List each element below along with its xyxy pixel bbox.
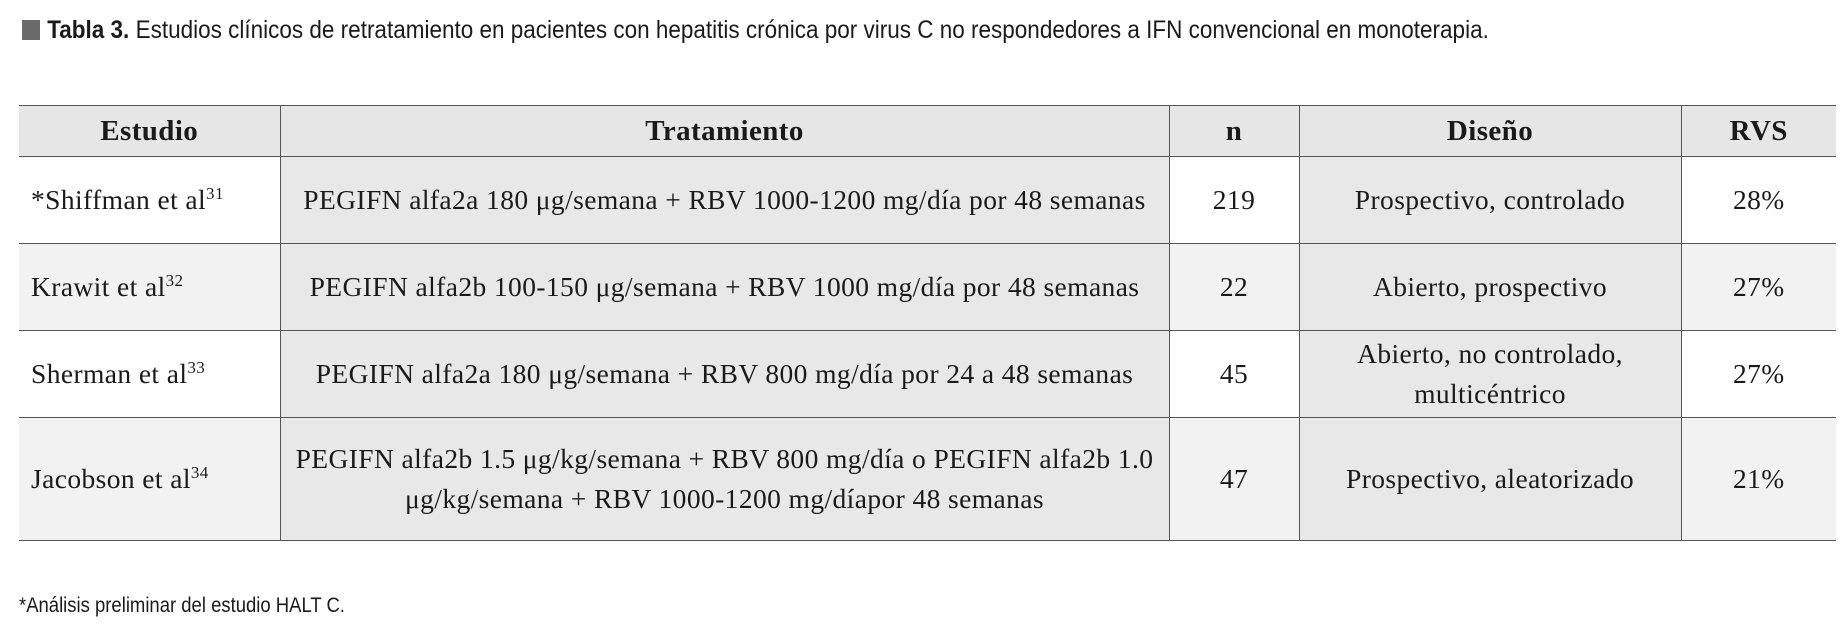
header-estudio: Estudio — [19, 105, 280, 157]
study-name: Krawit et al — [31, 271, 166, 302]
treatment-cell: PEGIFN alfa2a 180 μg/semana + RBV 1000-1… — [279, 156, 1169, 244]
table-footnote: *Análisis preliminar del estudio HALT C. — [19, 594, 345, 617]
study-cell: Sherman et al33 — [19, 330, 280, 418]
caption-label: Tabla 3. — [47, 16, 130, 44]
caption-text: Estudios clínicos de retratamiento en pa… — [135, 16, 1489, 44]
study-name: Sherman et al — [31, 358, 188, 389]
design-cell: Abierto, prospectivo — [1298, 243, 1681, 331]
reference-number: 33 — [187, 358, 206, 377]
header-diseno: Diseño — [1298, 105, 1681, 157]
reference-number: 34 — [190, 463, 209, 482]
header-tratamiento: Tratamiento — [279, 105, 1169, 157]
table-row: Jacobson et al34 PEGIFN alfa2b 1.5 μg/kg… — [19, 417, 1836, 541]
header-row: Estudio Tratamiento n Diseño RVS — [19, 105, 1836, 157]
table-row: Krawit et al32 PEGIFN alfa2b 100-150 μg/… — [19, 243, 1836, 331]
design-cell: Abierto, no controlado, multicéntrico — [1298, 330, 1681, 418]
header-rvs: RVS — [1680, 105, 1836, 157]
table-row: Sherman et al33 PEGIFN alfa2a 180 μg/sem… — [19, 330, 1836, 418]
study-name: *Shiffman et al — [31, 184, 207, 215]
study-cell: Krawit et al32 — [19, 243, 280, 331]
rvs-cell: 28% — [1680, 156, 1836, 244]
study-name: Jacobson et al — [31, 463, 191, 494]
rvs-cell: 27% — [1680, 330, 1836, 418]
clinical-studies-table: Estudio Tratamiento n Diseño RVS *Shiffm… — [19, 105, 1836, 541]
design-cell: Prospectivo, controlado — [1298, 156, 1681, 244]
n-cell: 47 — [1168, 417, 1299, 541]
rvs-cell: 21% — [1680, 417, 1836, 541]
reference-number: 32 — [165, 271, 184, 290]
study-cell: *Shiffman et al31 — [19, 156, 280, 244]
study-cell: Jacobson et al34 — [19, 417, 280, 541]
n-cell: 219 — [1168, 156, 1299, 244]
n-cell: 22 — [1168, 243, 1299, 331]
treatment-cell: PEGIFN alfa2b 100-150 μg/semana + RBV 10… — [279, 243, 1169, 331]
n-cell: 45 — [1168, 330, 1299, 418]
header-n: n — [1168, 105, 1299, 157]
table-row: *Shiffman et al31 PEGIFN alfa2a 180 μg/s… — [19, 156, 1836, 244]
treatment-cell: PEGIFN alfa2b 1.5 μg/kg/semana + RBV 800… — [279, 417, 1169, 541]
design-cell: Prospectivo, aleatorizado — [1298, 417, 1681, 541]
treatment-cell: PEGIFN alfa2a 180 μg/semana + RBV 800 mg… — [279, 330, 1169, 418]
reference-number: 31 — [206, 184, 224, 203]
square-bullet-icon — [22, 20, 40, 40]
table-caption: Tabla 3. Estudios clínicos de retratamie… — [22, 10, 1651, 50]
rvs-cell: 27% — [1680, 243, 1836, 331]
